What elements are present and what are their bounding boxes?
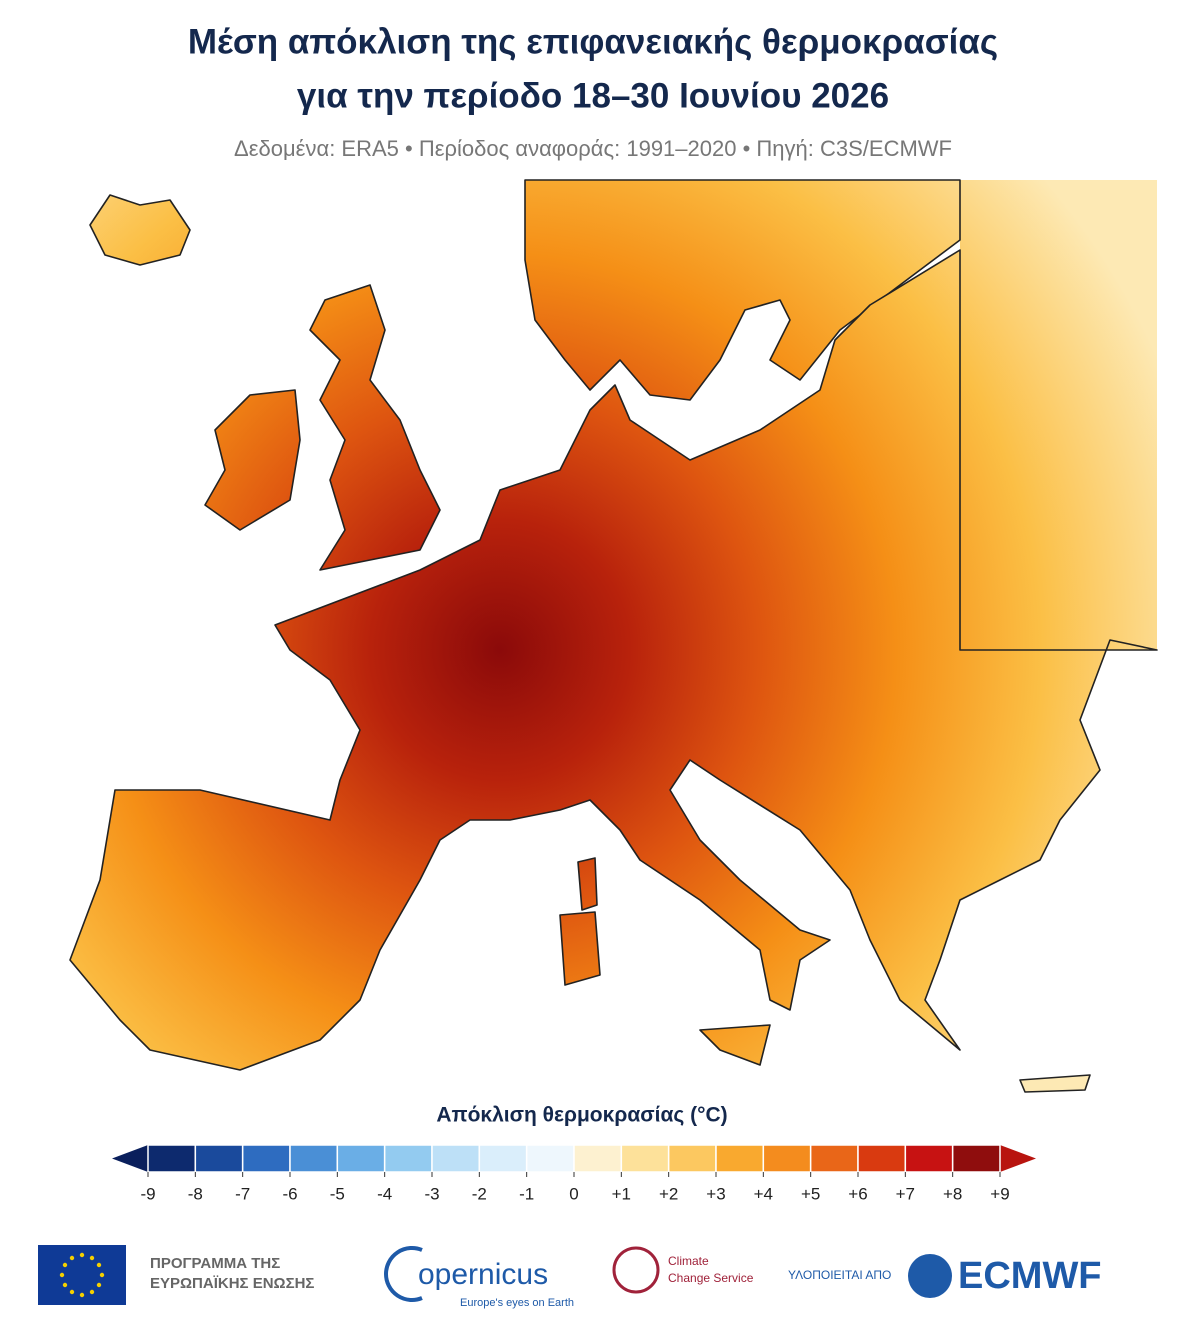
colorbar-bin <box>431 1144 481 1173</box>
copernicus-c <box>384 1246 423 1302</box>
sicily <box>699 1024 771 1066</box>
tick-label: -9 <box>140 1184 155 1203</box>
tick-label: -1 <box>519 1184 534 1203</box>
colorbar-bin <box>573 1144 623 1173</box>
tick-label: -2 <box>472 1184 487 1203</box>
colorbar-bin <box>383 1144 433 1173</box>
colorbar-bin <box>289 1144 339 1173</box>
east-land <box>960 180 1157 650</box>
continent <box>69 249 1158 1071</box>
tick-label: -5 <box>330 1184 345 1203</box>
copernicus-tagline: Europe's eyes on Earth <box>460 1297 574 1309</box>
colorbar-bin <box>147 1144 197 1173</box>
copernicus-logo: opernicus <box>418 1258 548 1291</box>
tick-label: -4 <box>377 1184 392 1203</box>
tick-label: +4 <box>754 1184 773 1203</box>
colorbar: -9 -8 -7 -6 -5 -4 -3 -2 -1 0 +1 +2 +3 +4 +5 +6 +7 +8 +9 <box>112 1144 1036 1203</box>
footer: ΠΡΟΓΡΑΜΜΑ ΤΗΣ ΕΥΡΩΠΑΪΚΗΣ ΕΝΩΣΗΣ opernicu… <box>38 1245 1102 1309</box>
britain <box>309 284 441 571</box>
ecmwf-icon <box>908 1254 952 1298</box>
tick-label: +2 <box>659 1184 678 1203</box>
colorbar-bin <box>336 1144 386 1173</box>
colorbar-bin <box>667 1144 717 1173</box>
corsica <box>577 857 598 911</box>
colorbar-bin <box>620 1144 670 1173</box>
title: για την περίοδο 18–30 Ιουνίου 2026 <box>297 76 889 115</box>
colorbar-bin <box>525 1144 575 1173</box>
colorbar-label: Απόκλιση θερμοκρασίας (°C) <box>436 1104 727 1127</box>
c3s-text: Climate <box>668 1254 709 1268</box>
tick-label: -8 <box>188 1184 203 1203</box>
map <box>69 179 1158 1093</box>
colorbar-bin <box>715 1144 765 1173</box>
tick-label: +6 <box>848 1184 867 1203</box>
extend-high <box>1000 1145 1036 1172</box>
colorbar-bin <box>809 1144 859 1173</box>
tick-label: +8 <box>943 1184 962 1203</box>
colorbar-bin <box>194 1144 244 1173</box>
tick-label: +7 <box>896 1184 915 1203</box>
ireland <box>204 389 301 531</box>
colorbar-bin <box>857 1144 907 1173</box>
colorbar-bin <box>241 1144 291 1173</box>
crete <box>1019 1074 1091 1093</box>
tick-label: -3 <box>424 1184 439 1203</box>
iceland <box>89 194 191 266</box>
eu-text: ΠΡΟΓΡΑΜΜΑ ΤΗΣ <box>150 1255 280 1272</box>
tick-label: +5 <box>801 1184 820 1203</box>
colorbar-bin <box>951 1144 1001 1173</box>
colorbar-bin <box>904 1144 954 1173</box>
ecmwf-logo: ECMWF <box>958 1255 1102 1297</box>
implemented-by: ΥΛΟΠΟΙΕΙΤΑΙ ΑΠΟ <box>788 1268 891 1282</box>
eu-stars <box>59 1252 105 1298</box>
sardinia <box>559 911 601 986</box>
tick-label: +9 <box>990 1184 1009 1203</box>
subtitle: Δεδομένα: ERA5 • Περίοδος αναφοράς: 1991… <box>234 136 952 161</box>
c3s-icon <box>612 1246 660 1294</box>
colorbar-bin <box>478 1144 528 1173</box>
tick-label: 0 <box>569 1184 578 1203</box>
tick-label: +3 <box>706 1184 725 1203</box>
c3s-text: Change Service <box>668 1271 754 1285</box>
tick-label: +1 <box>612 1184 631 1203</box>
colorbar-bin <box>762 1144 812 1173</box>
extend-low <box>112 1145 148 1172</box>
title: Μέση απόκλιση της επιφανειακής θερμοκρασ… <box>188 22 998 61</box>
eu-text: ΕΥΡΩΠΑΪΚΗΣ ΕΝΩΣΗΣ <box>150 1275 314 1292</box>
tick-label: -7 <box>235 1184 250 1203</box>
tick-label: -6 <box>282 1184 297 1203</box>
